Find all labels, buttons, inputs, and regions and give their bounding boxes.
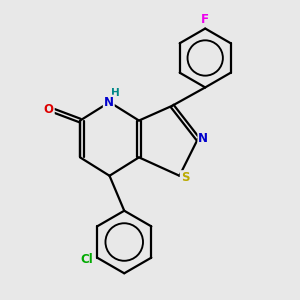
Text: N: N [104,96,114,109]
Text: H: H [111,88,120,98]
Text: S: S [181,171,189,184]
Text: Cl: Cl [80,253,93,266]
Text: F: F [201,13,209,26]
Text: N: N [198,133,208,146]
Text: O: O [44,103,54,116]
